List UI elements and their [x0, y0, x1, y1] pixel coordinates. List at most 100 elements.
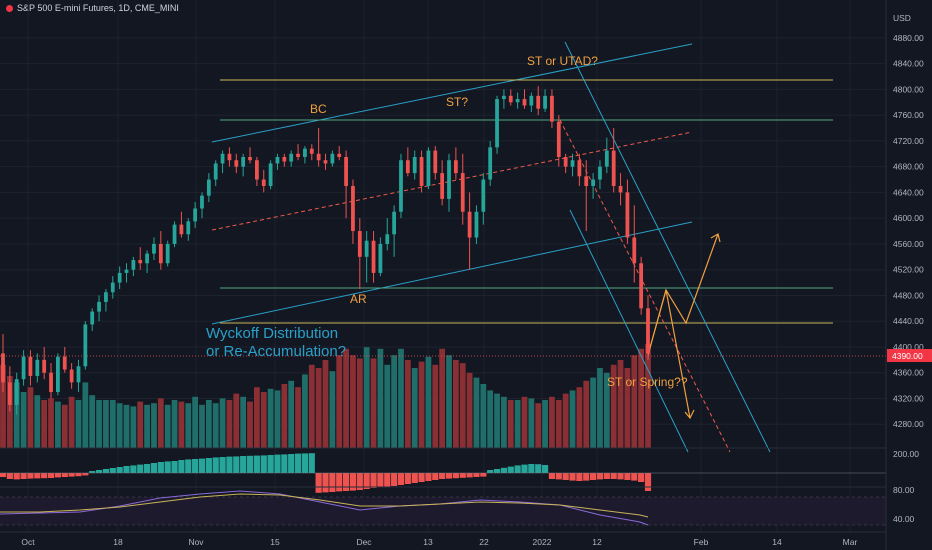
macd-bar: [233, 456, 240, 473]
volume-bar: [34, 395, 41, 448]
macd-bar: [349, 473, 357, 491]
candle-body: [337, 153, 342, 158]
volume-bar: [549, 396, 555, 448]
x-tick-label: Dec: [356, 537, 372, 547]
volume-bar: [27, 387, 34, 448]
volume-bar: [281, 384, 288, 448]
volume-bar: [267, 388, 274, 448]
candle-body: [426, 150, 431, 186]
candle-body: [467, 211, 472, 238]
projection-down: [647, 289, 691, 419]
macd-bar: [487, 470, 494, 473]
macd-bar: [41, 473, 48, 479]
macd-bar: [109, 468, 116, 473]
volume-bar: [603, 372, 610, 448]
candle-body: [474, 211, 479, 238]
candle-body: [248, 157, 252, 161]
candle-body: [598, 166, 602, 180]
x-tick-label: 22: [479, 537, 489, 547]
y-tick-label: 4480.00: [893, 290, 924, 300]
macd-bar: [548, 473, 556, 479]
macd-bar: [274, 454, 281, 473]
candle-body: [200, 195, 204, 209]
price-badge: 4390.00: [887, 349, 932, 362]
macd-bar: [219, 457, 226, 473]
candle-body: [639, 263, 644, 309]
macd-bar: [432, 473, 439, 480]
candle-body: [241, 157, 246, 167]
volume-bar: [48, 398, 54, 448]
macd-bar: [164, 461, 171, 473]
macd-bar: [562, 473, 569, 480]
candle-body: [351, 185, 355, 232]
candle-body: [131, 260, 136, 270]
volume-bar: [404, 360, 411, 448]
volume-bar: [480, 384, 487, 448]
macd-bar: [95, 470, 103, 473]
volume-bars: [0, 344, 651, 448]
volume-bar: [432, 364, 439, 448]
macd-bar: [590, 473, 597, 480]
candle-body: [405, 160, 410, 174]
candle-body: [502, 95, 506, 100]
candle-body: [625, 192, 630, 238]
macd-bar: [329, 473, 336, 492]
macd-bar: [102, 469, 110, 473]
y-tick-label: 4840.00: [893, 59, 924, 69]
volume-bar: [562, 393, 569, 448]
volume-bar: [439, 348, 446, 448]
candle-body: [206, 179, 211, 196]
volume-bar: [370, 358, 377, 448]
candle-body: [460, 173, 465, 212]
macd-bar: [411, 473, 418, 483]
volume-bar: [398, 348, 404, 448]
volume-bar: [157, 398, 164, 448]
x-tick-label: 14: [772, 537, 782, 547]
macd-bar: [583, 473, 590, 481]
candle-body: [453, 160, 458, 174]
price-badge-text: 4390.00: [892, 351, 923, 361]
volume-bar: [6, 376, 13, 448]
volume-bar: [501, 396, 507, 448]
candle-body: [550, 95, 554, 122]
candle-body: [495, 99, 499, 148]
macd-bar: [377, 473, 384, 488]
macd-histogram: [0, 453, 886, 493]
macd-bar: [603, 473, 610, 479]
volume-bar: [205, 400, 212, 448]
candle-body: [385, 234, 390, 244]
candle-body: [172, 224, 177, 244]
candle-body: [117, 272, 122, 283]
annotation-ar: AR: [350, 292, 367, 306]
volume-bar: [329, 371, 336, 448]
macd-bar: [123, 466, 130, 473]
volume-bar: [260, 392, 267, 448]
macd-bar: [157, 462, 164, 473]
y-tick-label: 4640.00: [893, 187, 924, 197]
trend-lines: [0, 41, 886, 453]
candle-body: [536, 95, 541, 109]
macd-bar: [624, 473, 631, 480]
candle-body: [42, 359, 47, 373]
candle-body: [28, 356, 33, 376]
annotation-st: ST?: [446, 95, 468, 109]
candle-body: [611, 150, 616, 186]
macd-bar: [240, 456, 247, 473]
volume-bar: [130, 406, 137, 448]
volume-bar: [446, 355, 452, 448]
macd-bar: [198, 458, 206, 473]
volume-bar: [576, 387, 583, 448]
macd-bar: [61, 473, 68, 477]
macd-bar: [638, 473, 645, 482]
candle-body: [392, 211, 397, 235]
macd-bar: [370, 473, 377, 488]
macd-bar: [336, 473, 343, 492]
candle-body: [97, 301, 101, 312]
macd-bar: [507, 466, 514, 473]
candle-body: [529, 95, 534, 106]
candle-body: [213, 163, 218, 180]
macd-bar: [404, 473, 411, 484]
volume-bar: [645, 344, 651, 448]
volume-bar: [123, 404, 130, 448]
